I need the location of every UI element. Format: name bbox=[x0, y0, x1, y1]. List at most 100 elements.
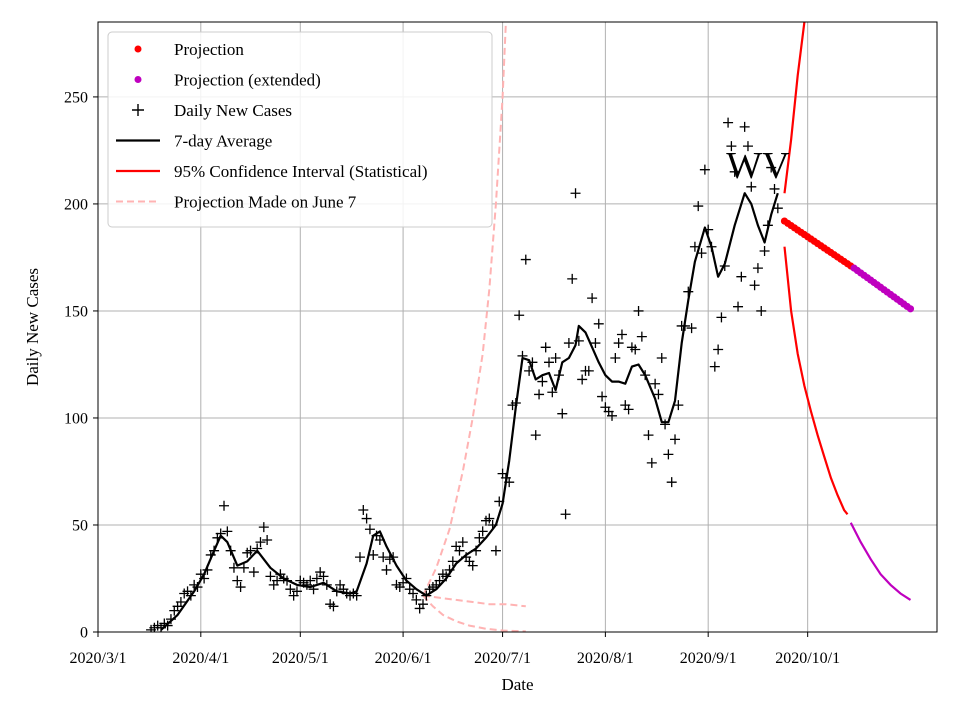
daily-case-marker bbox=[175, 597, 186, 608]
daily-case-marker bbox=[726, 141, 737, 152]
daily-case-marker bbox=[746, 181, 757, 192]
daily-case-marker bbox=[222, 526, 233, 537]
daily-case-marker bbox=[699, 164, 710, 175]
daily-case-marker bbox=[457, 537, 468, 548]
daily-case-marker bbox=[756, 305, 767, 316]
legend-label: 7-day Average bbox=[174, 132, 272, 151]
daily-case-marker bbox=[378, 552, 389, 563]
daily-case-marker bbox=[736, 271, 747, 282]
daily-case-marker bbox=[411, 594, 422, 605]
state-annotation: WV bbox=[726, 145, 790, 187]
daily-case-marker bbox=[663, 449, 674, 460]
axis-ticks: 2020/3/1 2020/4/1 2020/5/1 2020/6/1 2020/7/1… bbox=[64, 89, 840, 667]
daily-case-marker bbox=[733, 301, 744, 312]
daily-case-marker bbox=[544, 357, 555, 368]
daily-case-marker bbox=[368, 549, 379, 560]
daily-case-marker bbox=[583, 365, 594, 376]
daily-case-marker bbox=[358, 505, 369, 515]
daily-case-marker bbox=[633, 305, 644, 316]
x-tick-label: 2020/3/1 bbox=[70, 650, 127, 667]
grid bbox=[97, 22, 937, 633]
x-tick-label: 2020/7/1 bbox=[474, 650, 531, 667]
x-tick-label: 2020/10/1 bbox=[775, 650, 840, 667]
daily-case-marker bbox=[311, 573, 322, 584]
x-tick-label: 2020/8/1 bbox=[577, 650, 634, 667]
daily-case-marker bbox=[769, 183, 780, 194]
daily-case-marker bbox=[255, 537, 266, 548]
legend-label: 95% Confidence Interval (Statistical) bbox=[174, 162, 428, 181]
legend-label: Projection bbox=[174, 40, 244, 59]
daily-case-marker bbox=[597, 391, 608, 402]
daily-case-marker bbox=[238, 562, 249, 573]
daily-case-marker bbox=[560, 509, 571, 520]
daily-case-marker bbox=[593, 318, 604, 329]
daily-case-marker bbox=[245, 545, 256, 556]
daily-case-marker bbox=[723, 117, 734, 128]
daily-case-marker bbox=[759, 246, 770, 257]
daily-case-marker bbox=[361, 513, 372, 524]
daily-case-marker bbox=[272, 575, 283, 586]
legend-marker-dot bbox=[134, 45, 142, 53]
daily-case-marker bbox=[514, 310, 525, 321]
daily-case-marker bbox=[739, 121, 750, 132]
daily-case-marker bbox=[590, 338, 601, 349]
daily-case-marker bbox=[219, 500, 230, 511]
plot-frame bbox=[97, 21, 938, 633]
daily-case-marker bbox=[557, 408, 568, 419]
daily-case-marker bbox=[364, 524, 375, 535]
daily-case-marker bbox=[752, 263, 763, 274]
daily-case-marker bbox=[354, 552, 365, 563]
daily-case-marker bbox=[567, 273, 578, 284]
daily-case-marker bbox=[454, 545, 465, 556]
daily-case-marker bbox=[709, 361, 720, 372]
daily-case-marker bbox=[262, 534, 273, 545]
daily-case-marker bbox=[563, 338, 574, 349]
daily-case-marker bbox=[729, 166, 740, 177]
daily-case-marker bbox=[636, 331, 647, 342]
daily-case-marker bbox=[235, 582, 246, 593]
y-tick-label: 150 bbox=[64, 303, 88, 320]
daily-case-marker bbox=[291, 586, 302, 597]
daily-case-marker bbox=[749, 280, 760, 291]
june7-projection-center-line bbox=[422, 594, 526, 608]
daily-case-marker bbox=[686, 323, 697, 334]
legend: Projection Projection (extended) Daily New… bbox=[107, 31, 493, 228]
seven-day-average-line bbox=[160, 192, 779, 631]
june7-projection-lower-line bbox=[422, 594, 526, 632]
daily-case-marker bbox=[713, 344, 724, 355]
daily-case-marker bbox=[607, 410, 618, 421]
projection-extended-dot bbox=[906, 305, 915, 313]
daily-case-marker bbox=[716, 312, 727, 323]
daily-case-marker bbox=[534, 389, 545, 400]
daily-case-marker bbox=[417, 599, 428, 610]
daily-case-marker bbox=[656, 353, 667, 364]
daily-case-marker bbox=[660, 419, 671, 430]
legend-marker-dot bbox=[134, 76, 142, 83]
daily-case-marker bbox=[467, 560, 478, 571]
daily-case-marker bbox=[547, 387, 558, 398]
daily-case-marker bbox=[474, 532, 485, 543]
daily-case-marker bbox=[305, 575, 316, 586]
ci-lower-line bbox=[783, 246, 849, 515]
daily-case-marker bbox=[477, 526, 488, 537]
daily-case-marker bbox=[610, 353, 621, 364]
y-tick-label: 250 bbox=[64, 89, 88, 106]
daily-case-marker bbox=[228, 562, 239, 573]
daily-case-marker bbox=[673, 400, 684, 411]
daily-case-marker bbox=[447, 556, 458, 567]
x-tick-label: 2020/4/1 bbox=[172, 650, 229, 667]
legend-label: Projection (extended) bbox=[174, 71, 321, 90]
daily-case-marker bbox=[265, 571, 276, 582]
daily-case-marker bbox=[693, 201, 704, 212]
daily-case-marker bbox=[381, 564, 392, 575]
daily-case-marker bbox=[537, 376, 548, 387]
daily-case-marker bbox=[616, 329, 627, 340]
legend-marker-plus bbox=[132, 104, 144, 116]
legend-label: Projection Made on June 7 bbox=[174, 193, 357, 212]
daily-case-marker bbox=[670, 434, 681, 445]
y-axis-title: Daily New Cases bbox=[23, 268, 42, 386]
daily-case-marker bbox=[484, 513, 495, 524]
daily-case-marker bbox=[490, 545, 501, 556]
daily-case-marker bbox=[650, 378, 661, 389]
